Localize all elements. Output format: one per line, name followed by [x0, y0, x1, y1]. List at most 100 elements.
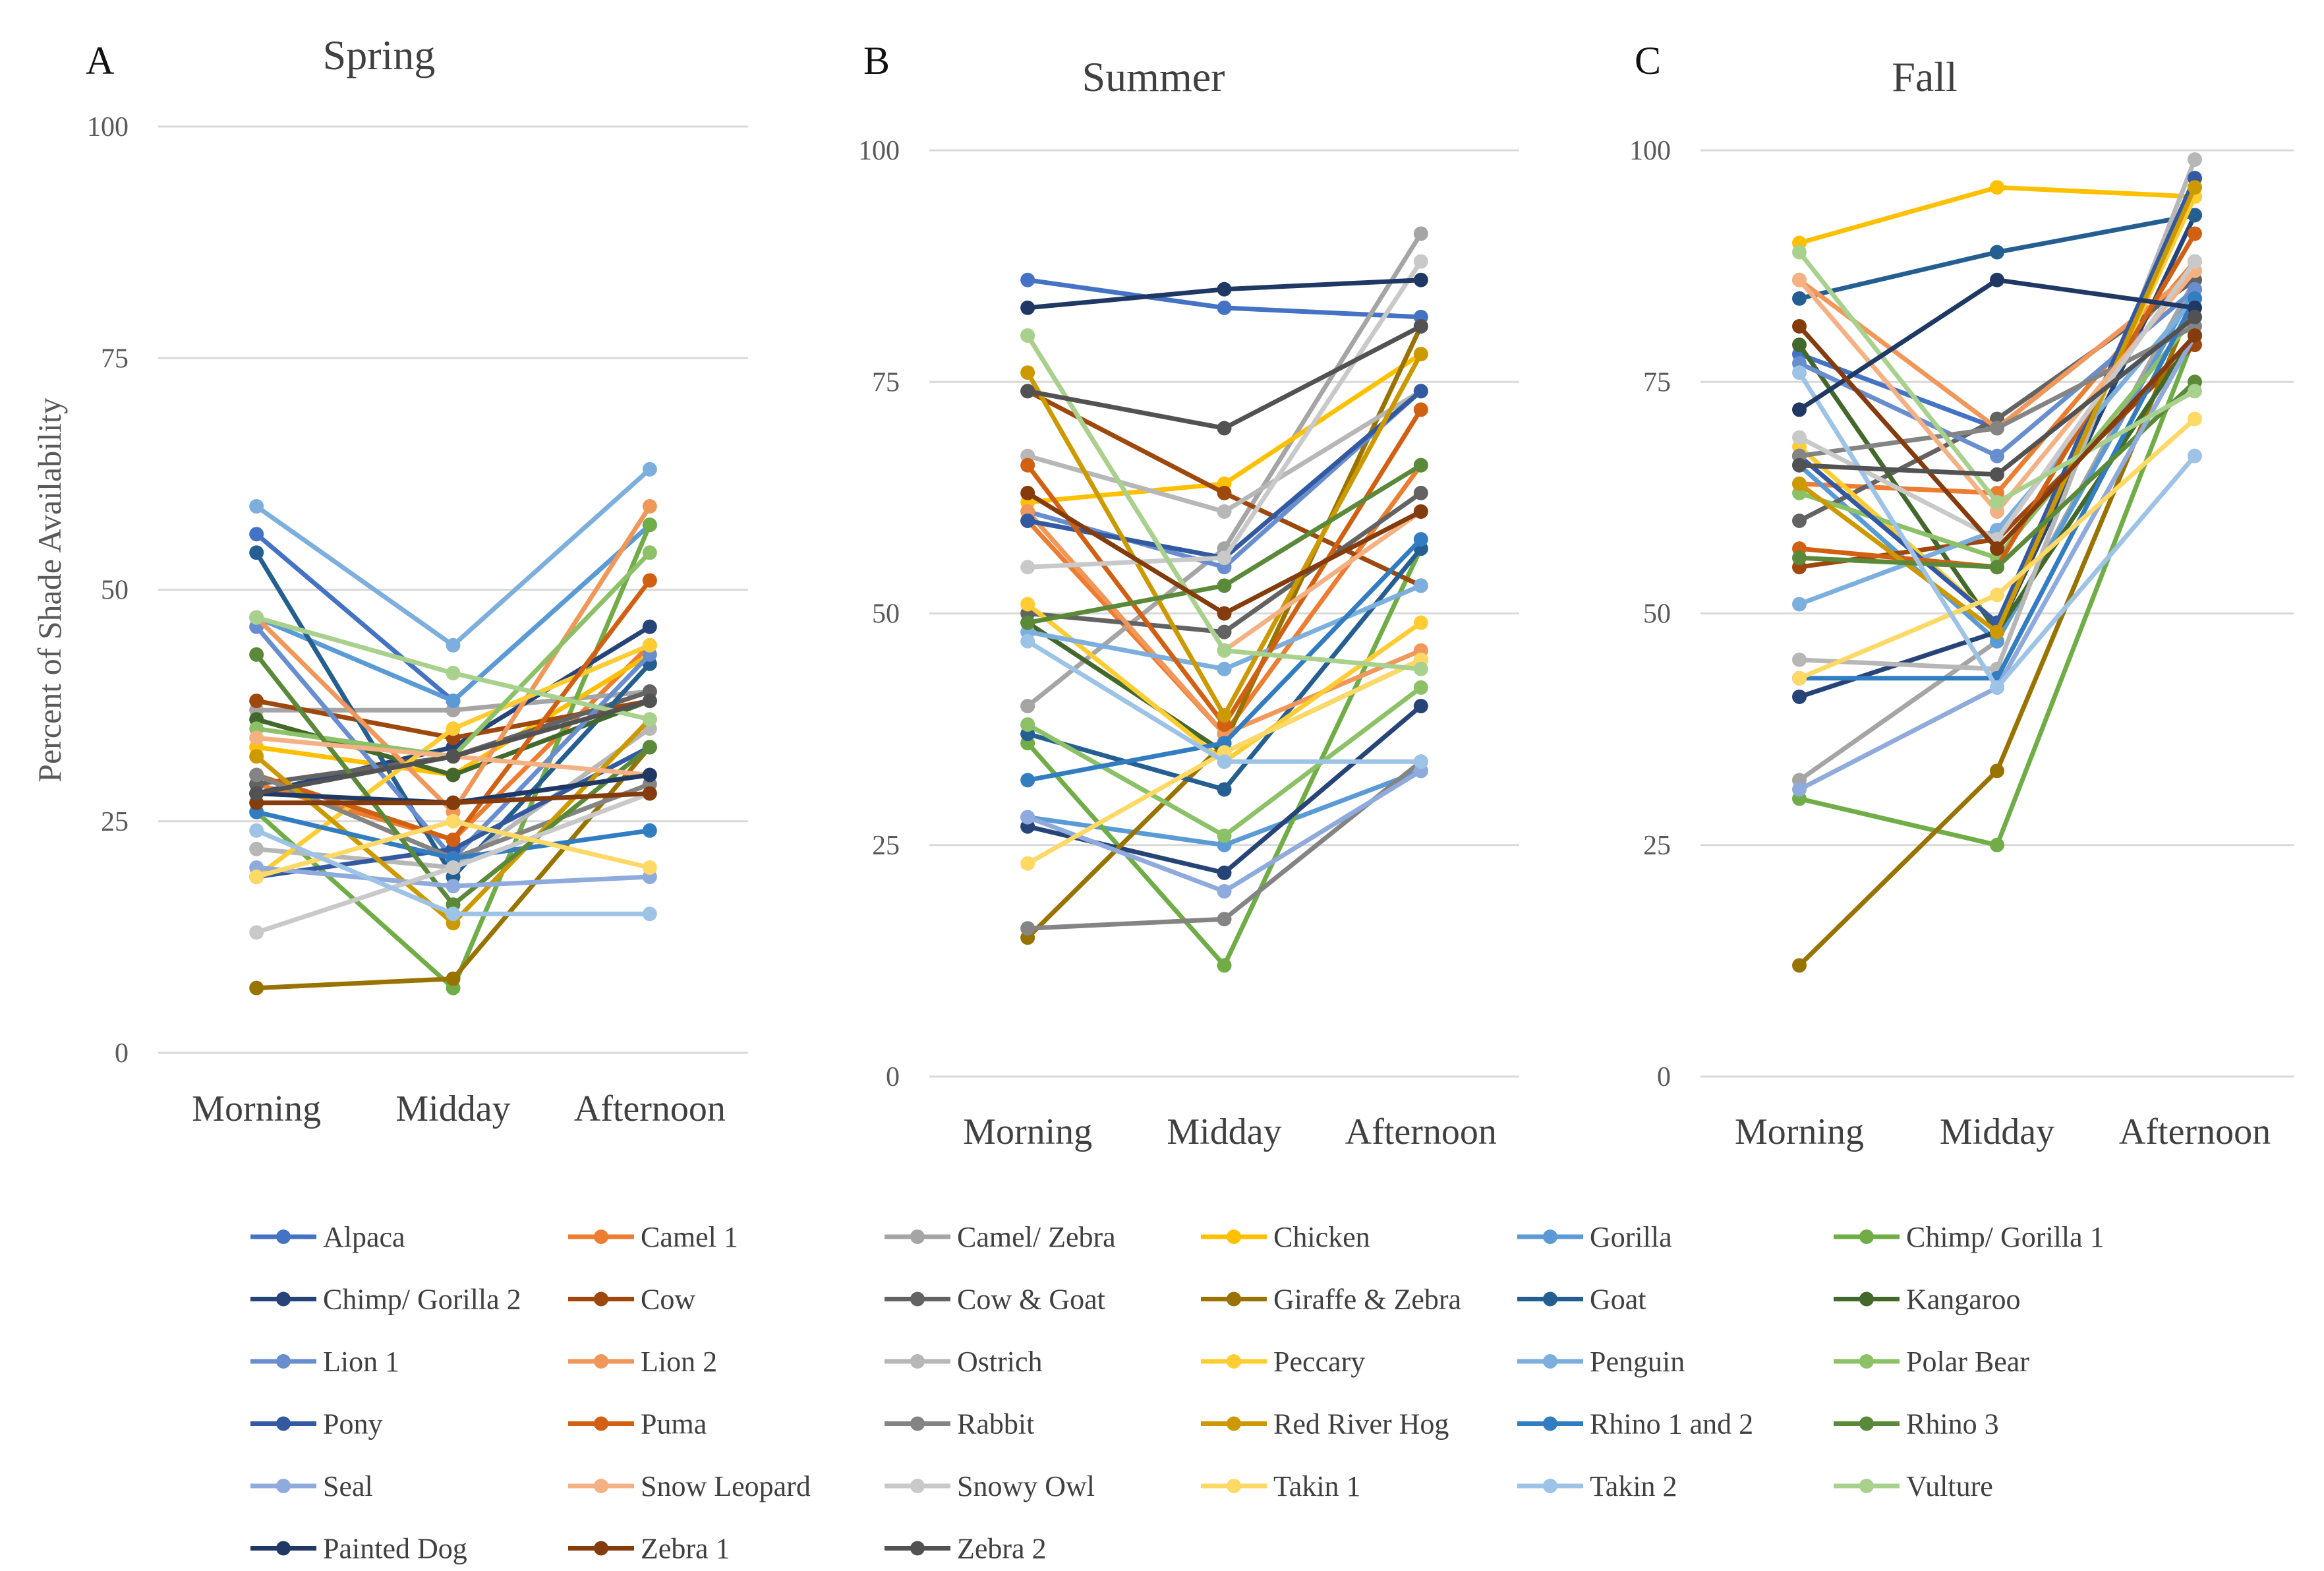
data-point: [1413, 578, 1428, 593]
legend-swatch-marker: [1227, 1354, 1241, 1369]
legend-label: Camel/ Zebra: [957, 1221, 1116, 1253]
legend-item: Painted Dog: [250, 1533, 467, 1565]
legend-item: Chimp/ Gorilla 2: [250, 1284, 521, 1316]
data-point: [1217, 884, 1232, 899]
legend-item: Camel/ Zebra: [885, 1221, 1116, 1253]
legend-swatch-marker: [1859, 1416, 1874, 1431]
x-tick-label: Morning: [192, 1088, 321, 1129]
data-point: [1217, 578, 1232, 593]
series-red-river-hog: [1792, 180, 2202, 639]
legend-swatch-marker: [276, 1541, 291, 1556]
data-point: [642, 694, 657, 709]
legend-swatch-marker: [910, 1541, 925, 1556]
legend-swatch-marker: [1543, 1416, 1557, 1431]
data-point: [642, 786, 657, 801]
data-point: [1990, 587, 2004, 603]
legend-item: Lion 2: [568, 1346, 717, 1378]
data-point: [446, 749, 461, 764]
legend-item: Vulture: [1834, 1470, 1993, 1502]
series-takin-2: [1792, 365, 2202, 695]
legend-label: Seal: [323, 1470, 373, 1502]
data-point: [1792, 652, 1807, 667]
data-point: [642, 823, 657, 838]
data-point: [1217, 550, 1232, 566]
panel-b: B Summer 0 25 50 75 100 Morning Midday Afternoon: [858, 39, 1519, 1152]
x-tick-label: Afternoon: [1345, 1112, 1497, 1152]
data-point: [1990, 763, 2004, 779]
data-point: [1792, 338, 1807, 353]
data-point: [1217, 421, 1232, 436]
data-point: [642, 499, 657, 514]
series-rabbit: [1792, 318, 2202, 463]
data-point: [1413, 402, 1428, 417]
y-tick-label: 25: [1643, 831, 1671, 861]
panel-letter: C: [1635, 39, 1661, 82]
data-point: [1792, 365, 1807, 380]
data-point: [1217, 300, 1232, 315]
x-tick-label: Midday: [395, 1088, 510, 1129]
data-point: [1990, 245, 2004, 260]
legend-label: Snowy Owl: [957, 1470, 1095, 1502]
data-point: [446, 879, 461, 894]
legend-swatch-marker: [594, 1354, 608, 1369]
data-point: [249, 767, 264, 783]
data-point: [1792, 272, 1807, 287]
legend-label: Goat: [1590, 1284, 1646, 1316]
legend-item: Rabbit: [885, 1408, 1034, 1440]
legend-swatch-marker: [1859, 1291, 1874, 1307]
series-alpaca: [1020, 272, 1428, 324]
legend-item: Rhino 3: [1834, 1408, 1999, 1440]
legend-label: Lion 1: [323, 1346, 399, 1378]
data-point: [1792, 958, 1807, 973]
data-point: [1413, 504, 1428, 519]
data-point: [249, 499, 264, 514]
legend-label: Ostrich: [957, 1346, 1043, 1378]
data-point: [1792, 689, 1807, 704]
data-point: [1217, 485, 1232, 500]
data-point: [2188, 152, 2202, 167]
data-point: [446, 906, 461, 922]
data-point: [1990, 467, 2004, 482]
legend-item: Gorilla: [1517, 1221, 1672, 1253]
legend-swatch-marker: [594, 1541, 608, 1556]
legend-item: Penguin: [1517, 1346, 1685, 1378]
legend-item: Chimp/ Gorilla 1: [1834, 1221, 2105, 1253]
series-vulture: [1792, 245, 2202, 510]
data-point: [1020, 458, 1035, 473]
data-point: [446, 971, 461, 986]
data-point: [1413, 754, 1428, 769]
data-point: [249, 980, 264, 995]
panel-c: C Fall 0 25 50 75 100 Morning Midday Afternoon: [1629, 39, 2294, 1152]
data-point: [2188, 180, 2202, 195]
data-point: [1413, 699, 1428, 713]
series-penguin: [249, 461, 657, 653]
legend-label: Vulture: [1906, 1470, 1993, 1502]
series-rhino-3: [1020, 458, 1428, 630]
data-point: [1792, 430, 1807, 445]
legend-item: Lion 1: [250, 1346, 399, 1378]
data-point: [1217, 282, 1232, 297]
legend-swatch-marker: [910, 1354, 925, 1369]
data-point: [642, 545, 657, 560]
panel-title: Fall: [1892, 53, 1958, 100]
legend-label: Zebra 1: [641, 1533, 730, 1565]
x-tick-label: Morning: [1735, 1112, 1864, 1152]
legend-item: Takin 1: [1201, 1470, 1361, 1502]
data-point: [1990, 560, 2004, 575]
y-tick-label: 50: [101, 576, 129, 606]
data-point: [446, 795, 461, 810]
data-point: [1990, 272, 2004, 287]
legend-swatch-marker: [1859, 1479, 1874, 1493]
series-vulture: [249, 610, 657, 727]
y-tick-label: 0: [1657, 1062, 1671, 1092]
series-zebra-2: [249, 694, 657, 801]
legend-item: Puma: [568, 1408, 707, 1440]
y-tick-label: 75: [101, 343, 129, 374]
data-point: [249, 870, 264, 885]
data-point: [446, 860, 461, 875]
x-tick-label: Afternoon: [574, 1088, 726, 1129]
y-tick-label: 25: [872, 831, 900, 861]
legend-swatch-marker: [276, 1230, 291, 1244]
data-point: [1020, 384, 1035, 399]
legend-item: Polar Bear: [1834, 1346, 2029, 1378]
